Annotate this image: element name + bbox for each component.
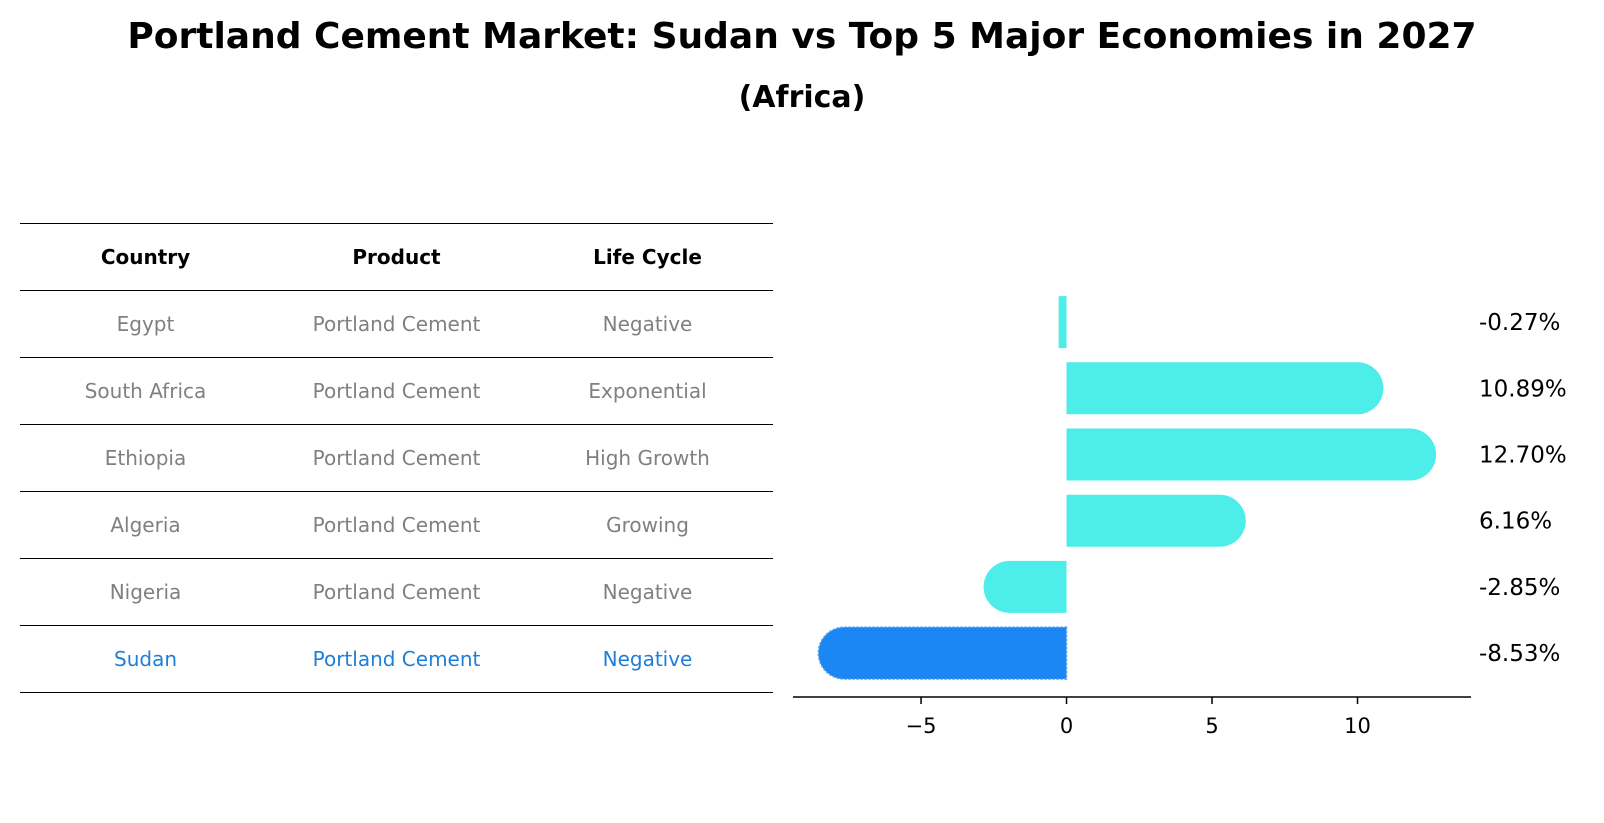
- cell-country: Nigeria: [109, 580, 182, 604]
- header-life-cycle: Life Cycle: [593, 245, 702, 269]
- cell-product: Portland Cement: [312, 647, 481, 671]
- x-tick-label: 5: [1205, 714, 1218, 738]
- cell-product: Portland Cement: [312, 513, 481, 537]
- cell-life-cycle: Growing: [606, 513, 689, 537]
- cell-life-cycle: Negative: [602, 647, 693, 671]
- data-table: Country Product Life Cycle Egypt Portlan…: [20, 223, 773, 693]
- table-row: Nigeria Portland Cement Negative: [20, 558, 773, 625]
- header-product: Product: [352, 245, 441, 269]
- header-country: Country: [100, 245, 191, 269]
- bar-egypt: [1058, 296, 1067, 349]
- x-tick-label: 0: [1060, 714, 1073, 738]
- cell-life-cycle: Negative: [602, 580, 693, 604]
- cell-life-cycle: Negative: [602, 312, 693, 336]
- bar-ethiopia: [1066, 428, 1437, 481]
- cell-product: Portland Cement: [312, 379, 481, 403]
- cell-country: Ethiopia: [104, 446, 187, 470]
- cell-life-cycle: High Growth: [585, 446, 710, 470]
- cell-country: Algeria: [110, 513, 181, 537]
- table-row: South Africa Portland Cement Exponential: [20, 357, 773, 424]
- cell-product: Portland Cement: [312, 312, 481, 336]
- cell-country: Egypt: [116, 312, 175, 336]
- cell-country: South Africa: [84, 379, 207, 403]
- table-header-row: Country Product Life Cycle: [20, 223, 773, 290]
- bar-sudan: [817, 626, 1068, 680]
- value-label: 10.89%: [1479, 376, 1567, 402]
- value-label: -0.27%: [1479, 310, 1560, 336]
- table-row-highlighted: Sudan Portland Cement Negative: [20, 625, 773, 693]
- cell-product: Portland Cement: [312, 446, 481, 470]
- x-tick-label: −5: [906, 714, 937, 738]
- cell-product: Portland Cement: [312, 580, 481, 604]
- cell-country: Sudan: [114, 647, 177, 671]
- chart-title: Portland Cement Market: Sudan vs Top 5 M…: [127, 16, 1477, 57]
- x-tick-label: 10: [1344, 714, 1371, 738]
- bar-nigeria: [983, 560, 1067, 613]
- table-row: Ethiopia Portland Cement High Growth: [20, 424, 773, 491]
- value-label: 6.16%: [1479, 509, 1552, 535]
- cell-life-cycle: Exponential: [588, 379, 707, 403]
- bar-algeria: [1066, 494, 1246, 547]
- value-label: -2.85%: [1479, 575, 1560, 601]
- table-row: Egypt Portland Cement Negative: [20, 290, 773, 357]
- table-row: Algeria Portland Cement Growing: [20, 491, 773, 558]
- bar-south-africa: [1066, 362, 1384, 415]
- value-label: -8.53%: [1479, 641, 1560, 667]
- chart-subtitle: (Africa): [738, 80, 866, 115]
- value-label: 12.70%: [1479, 443, 1567, 469]
